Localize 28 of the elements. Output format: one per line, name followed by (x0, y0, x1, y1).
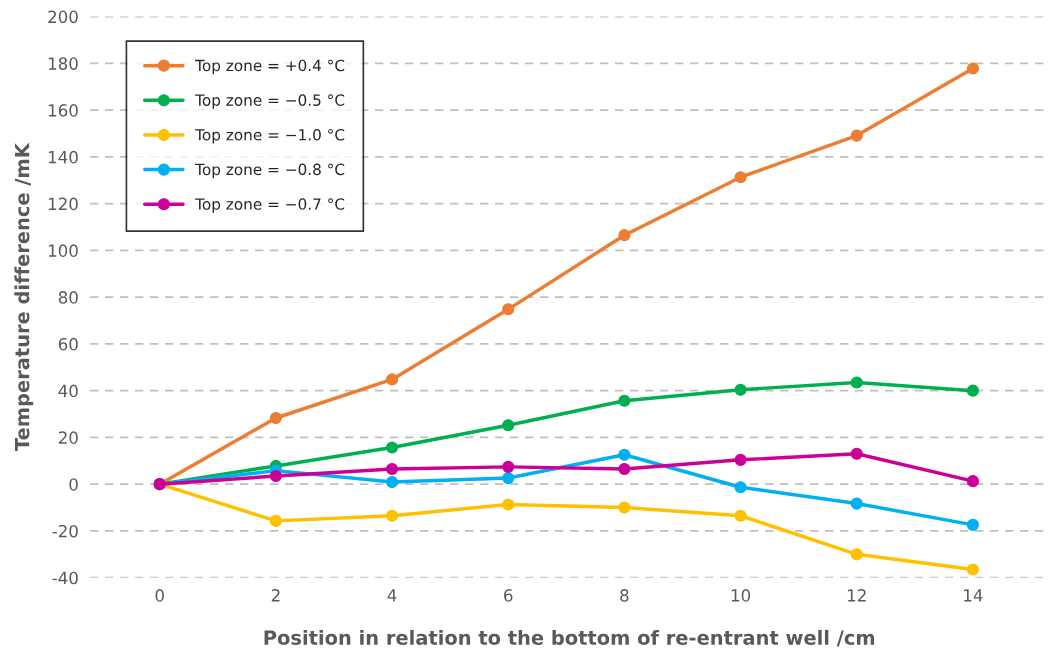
legend-label: Top zone = −0.8 °C (195, 163, 345, 179)
x-tick-label: 4 (387, 589, 397, 602)
y-tick-label: 80 (58, 291, 78, 304)
x-tick-label: 12 (847, 589, 866, 602)
x-axis-title: Position in relation to the bottom of re-entrant well /cm (264, 629, 875, 647)
y-tick-label: 20 (58, 431, 78, 444)
y-axis-title: Temperature difference /mK (14, 142, 34, 451)
x-tick-label: 2 (271, 589, 280, 602)
y-tick-label: 160 (48, 104, 78, 117)
legend-label: Top zone = +0.4 °C (195, 59, 345, 75)
x-tick-label: 10 (731, 589, 751, 602)
y-tick-label: 200 (48, 10, 78, 24)
y-tick-label: 60 (58, 337, 78, 351)
y-tick-label: -20 (52, 524, 78, 538)
y-tick-label: 0 (69, 478, 78, 491)
y-tick-label: 120 (48, 197, 78, 211)
x-tick-label: 6 (504, 589, 513, 602)
legend-label: Top zone = −0.5 °C (195, 94, 345, 109)
x-tick-label: 0 (155, 589, 164, 602)
x-tick-label: 8 (620, 589, 629, 602)
y-tick-label: 180 (48, 57, 78, 70)
y-tick-label: -40 (52, 571, 78, 585)
x-tick-label: 14 (964, 589, 983, 602)
y-tick-label: 100 (48, 244, 78, 257)
y-tick-label: 40 (58, 384, 78, 398)
y-tick-label: 140 (48, 150, 78, 164)
legend-label: Top zone = −0.7 °C (195, 198, 345, 213)
legend-label: Top zone = −1.0 °C (195, 128, 345, 144)
